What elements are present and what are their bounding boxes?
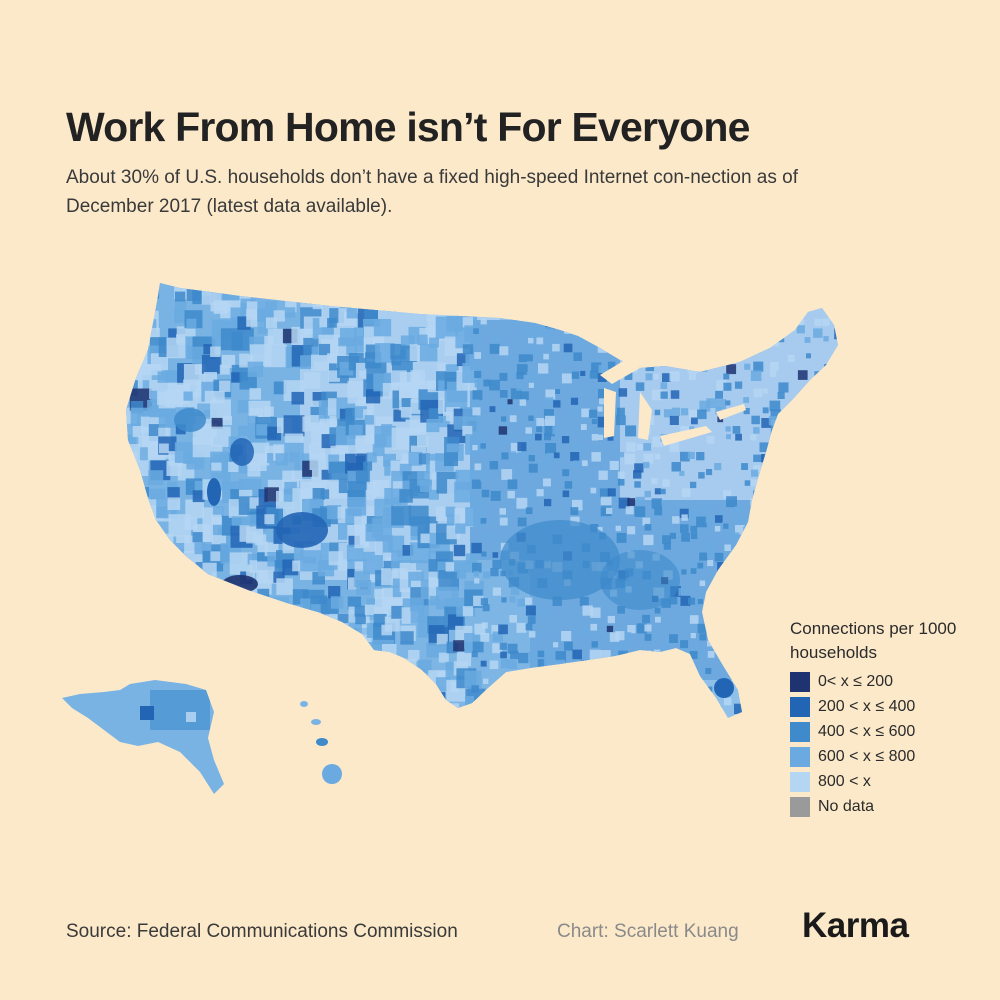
legend: Connections per 1000 households 0< x ≤ 2…	[790, 617, 990, 819]
legend-item: 200 < x ≤ 400	[790, 694, 990, 719]
legend-label: 800 < x	[818, 772, 871, 790]
legend-item: 0< x ≤ 200	[790, 669, 990, 694]
page-subtitle: About 30% of U.S. households don’t have …	[66, 167, 798, 217]
legend-label: No data	[818, 797, 875, 815]
page-title: Work From Home isn’t For Everyone	[66, 104, 750, 150]
legend-label: 600 < x ≤ 800	[818, 747, 916, 765]
brand-logo: Karma	[802, 906, 909, 945]
legend-swatch	[790, 696, 810, 717]
source-note: Source: Federal Communications Commissio…	[66, 921, 458, 942]
legend-label: 200 < x ≤ 400	[818, 697, 916, 715]
county-fill-layer	[126, 283, 838, 718]
legend-item: 800 < x	[790, 769, 990, 794]
legend-title: Connections per 1000 households	[790, 619, 957, 662]
legend-swatch	[790, 746, 810, 767]
legend-swatch	[790, 671, 810, 692]
legend-swatch	[790, 796, 810, 817]
legend-label: 0< x ≤ 200	[818, 672, 894, 690]
legend-item: 600 < x ≤ 800	[790, 744, 990, 769]
legend-label: 400 < x ≤ 600	[818, 722, 916, 740]
legend-swatch	[790, 771, 810, 792]
chart-credit: Chart: Scarlett Kuang	[557, 921, 739, 942]
legend-swatch	[790, 721, 810, 742]
us-choropleth-map	[62, 283, 838, 794]
legend-item: No data	[790, 794, 990, 819]
hawaii-islands	[300, 701, 342, 784]
legend-item: 400 < x ≤ 600	[790, 719, 990, 744]
